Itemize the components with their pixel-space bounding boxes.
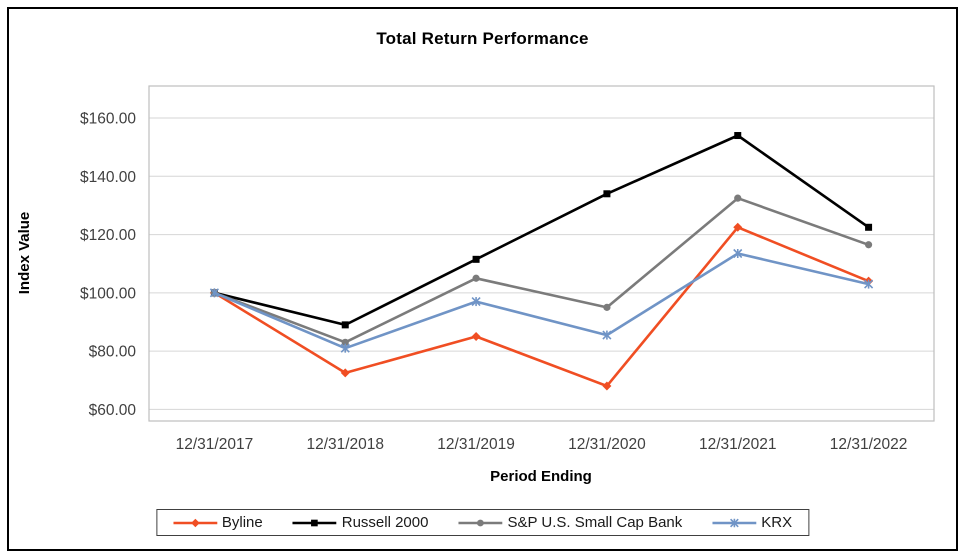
marker-square bbox=[311, 519, 319, 526]
series-markers-s-p-u-s-small-cap-bank bbox=[210, 194, 873, 346]
marker-star bbox=[733, 248, 743, 259]
series-layer bbox=[209, 132, 874, 391]
marker-star bbox=[209, 288, 219, 298]
marker-diamond bbox=[471, 332, 481, 342]
marker-star bbox=[864, 279, 874, 289]
series-line-russell-2000 bbox=[213, 134, 870, 327]
x-tick-label: 12/31/2020 bbox=[568, 436, 646, 453]
x-tick-label: 12/31/2017 bbox=[176, 436, 254, 453]
y-tick-label: $80.00 bbox=[89, 344, 137, 361]
x-tick-label: 12/31/2022 bbox=[830, 436, 908, 453]
y-tick-label: $120.00 bbox=[80, 227, 136, 244]
legend-label-s-p-u-s-small-cap-bank: S&P U.S. Small Cap Bank bbox=[507, 514, 683, 531]
marker-diamond bbox=[602, 381, 612, 391]
chart-title: Total Return Performance bbox=[376, 29, 589, 48]
marker-circle bbox=[734, 194, 742, 202]
x-tick-label: 12/31/2019 bbox=[437, 436, 515, 453]
legend-item-krx: KRX bbox=[712, 514, 792, 531]
legend-item-byline: Byline bbox=[172, 514, 263, 531]
plot-border bbox=[148, 85, 935, 422]
marker-diamond bbox=[733, 222, 743, 232]
total-return-chart: Index Value Period Ending $60.00 $80.00 $1… bbox=[16, 85, 935, 485]
series-markers-byline bbox=[209, 222, 874, 391]
marker-square bbox=[865, 223, 873, 231]
y-tick-label: $160.00 bbox=[80, 111, 136, 128]
legend-sample-byline bbox=[172, 518, 217, 527]
marker-square bbox=[734, 132, 742, 140]
x-tick-label: 12/31/2018 bbox=[306, 436, 384, 453]
legend-item-s-p-u-s-small-cap-bank: S&P U.S. Small Cap Bank bbox=[458, 514, 682, 531]
marker-circle bbox=[864, 241, 873, 249]
legend-sample-krx bbox=[712, 518, 757, 527]
marker-square bbox=[341, 321, 349, 329]
marker-star bbox=[471, 296, 481, 307]
y-tick-label: $60.00 bbox=[89, 402, 137, 419]
marker-diamond bbox=[340, 368, 350, 378]
y-tick-label: $140.00 bbox=[80, 169, 136, 186]
marker-circle bbox=[477, 519, 484, 526]
chart-legend: Byline Russell 2000 S&P U.S. Small Cap Ban… bbox=[155, 509, 810, 536]
y-tick-label: $100.00 bbox=[80, 285, 136, 302]
chart-figure: Total Return Performance Index Value Per… bbox=[7, 7, 958, 551]
marker-square bbox=[472, 255, 480, 263]
x-tick-label: 12/31/2021 bbox=[699, 436, 777, 453]
legend-label-krx: KRX bbox=[761, 514, 793, 531]
marker-star bbox=[602, 330, 612, 340]
series-line-s-p-u-s-small-cap-bank bbox=[213, 196, 870, 344]
marker-circle bbox=[603, 303, 611, 311]
y-axis-title: Index Value bbox=[16, 212, 33, 295]
series-markers-krx bbox=[209, 248, 874, 353]
marker-circle bbox=[341, 338, 349, 346]
legend-item-russell-2000: Russell 2000 bbox=[292, 514, 429, 531]
series-line-krx bbox=[213, 252, 870, 350]
legend-label-russell-2000: Russell 2000 bbox=[341, 514, 429, 531]
grid-layer bbox=[149, 117, 934, 410]
marker-star bbox=[340, 343, 350, 353]
legend-label-byline: Byline bbox=[221, 514, 263, 531]
series-line-byline bbox=[213, 226, 870, 388]
marker-square bbox=[603, 190, 611, 198]
legend-sample-s-p-u-s-small-cap-bank bbox=[458, 519, 503, 526]
marker-circle bbox=[472, 274, 480, 282]
x-axis-title: Period Ending bbox=[490, 468, 592, 485]
marker-star bbox=[729, 518, 739, 527]
axis-layer: $60.00 $80.00 $100.00 $120.00 $140.00 $160.00… bbox=[80, 85, 935, 453]
legend-sample-russell-2000 bbox=[292, 519, 337, 526]
marker-diamond bbox=[190, 518, 200, 527]
